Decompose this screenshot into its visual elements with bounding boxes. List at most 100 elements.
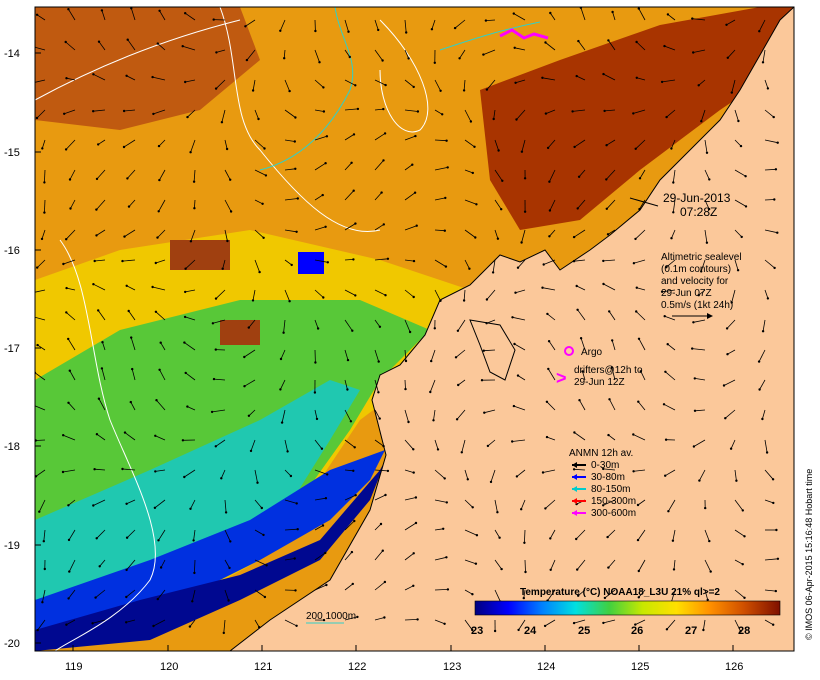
velocity-vector-head	[517, 628, 520, 632]
colorbar-tick-label: 25	[578, 625, 590, 637]
velocity-vector-head	[457, 383, 460, 387]
velocity-vector-head	[724, 417, 727, 420]
velocity-vector-head	[282, 331, 285, 334]
velocity-vector	[314, 162, 326, 171]
velocity-vector-head	[729, 447, 733, 450]
velocity-vector-head	[229, 178, 232, 181]
velocity-vector	[494, 589, 501, 602]
y-tick-label: -15	[4, 147, 20, 159]
velocity-vector	[344, 520, 355, 531]
velocity-vector	[344, 49, 351, 58]
velocity-vector	[671, 139, 676, 149]
velocity-vector	[283, 49, 286, 59]
velocity-vector-head	[489, 480, 493, 484]
velocity-vector	[344, 190, 354, 201]
velocity-vector-head	[68, 178, 72, 181]
velocity-vector-head	[31, 82, 33, 84]
velocity-vector	[545, 42, 556, 51]
velocity-vector-head	[708, 178, 711, 181]
velocity-vector-head	[483, 411, 486, 414]
velocity-vector-head	[665, 628, 669, 631]
velocity-vector	[636, 41, 646, 51]
velocity-vector	[99, 559, 106, 567]
velocity-vector-head	[666, 13, 670, 16]
velocity-vector-head	[126, 38, 129, 41]
velocity-vector	[96, 529, 106, 539]
velocity-vector	[62, 469, 76, 473]
velocity-vector	[483, 49, 496, 55]
velocity-vector-head	[212, 377, 216, 381]
velocity-vector	[603, 259, 616, 262]
land-kimberley[interactable]	[229, 7, 794, 651]
velocity-vector-head	[549, 11, 552, 15]
velocity-vector	[404, 409, 409, 423]
velocity-vector-head	[725, 23, 728, 26]
velocity-vector	[434, 79, 441, 91]
velocity-vector-head	[577, 39, 580, 43]
velocity-vector-head	[541, 286, 544, 289]
velocity-vector-head	[377, 28, 380, 32]
velocity-vector	[580, 338, 586, 351]
velocity-vector	[35, 469, 46, 477]
velocity-vector	[194, 559, 196, 573]
velocity-vector-head	[97, 309, 100, 312]
altimetric-line-4: 29-Jun 07Z	[661, 288, 712, 299]
velocity-vector	[193, 169, 196, 182]
velocity-vector-head	[637, 7, 640, 10]
velocity-vector	[374, 160, 384, 171]
velocity-vector-head	[466, 478, 469, 481]
velocity-vector	[515, 79, 526, 84]
velocity-vector-head	[68, 369, 72, 372]
velocity-vector	[544, 619, 556, 627]
velocity-vector-head	[698, 479, 701, 482]
velocity-vector-head	[100, 9, 104, 12]
velocity-vector-head	[603, 109, 606, 113]
velocity-vector	[374, 349, 380, 362]
velocity-vector-head	[414, 496, 418, 499]
velocity-vector-head	[222, 631, 225, 635]
velocity-vector	[577, 589, 586, 597]
velocity-vector-head	[227, 599, 230, 602]
velocity-vector	[344, 108, 358, 111]
velocity-vector	[152, 286, 166, 291]
velocity-vector	[664, 469, 676, 477]
velocity-vector-head	[123, 235, 126, 238]
velocity-vector-head	[412, 552, 415, 555]
velocity-vector-head	[316, 327, 320, 330]
velocity-vector-head	[379, 522, 383, 526]
velocity-vector	[607, 229, 616, 235]
velocity-vector	[127, 39, 136, 51]
velocity-vector	[344, 223, 356, 231]
velocity-vector	[764, 199, 775, 201]
velocity-vector-head	[665, 115, 668, 119]
velocity-vector-head	[295, 502, 298, 505]
velocity-vector-head	[382, 445, 385, 448]
velocity-vector	[344, 583, 354, 591]
velocity-vector	[314, 469, 328, 475]
velocity-vector	[130, 401, 136, 411]
velocity-vector	[36, 109, 46, 119]
drifter-marker-icon: >	[556, 368, 567, 388]
velocity-vector	[548, 340, 556, 351]
velocity-vector	[67, 338, 76, 351]
velocity-vector-head	[352, 133, 356, 136]
velocity-vector	[429, 379, 436, 393]
velocity-vector	[700, 109, 706, 122]
velocity-vector-head	[611, 10, 614, 14]
velocity-vector-head	[706, 598, 709, 602]
velocity-vector	[694, 409, 706, 412]
velocity-vector-head	[154, 261, 157, 265]
velocity-vector	[126, 499, 136, 505]
velocity-vector-head	[125, 536, 129, 539]
velocity-vector-head	[382, 159, 385, 162]
velocity-vector	[35, 372, 46, 381]
velocity-vector-head	[547, 367, 550, 371]
velocity-vector	[344, 259, 354, 261]
velocity-vector-head	[326, 261, 329, 264]
velocity-vector	[101, 368, 106, 381]
velocity-vector-head	[430, 359, 433, 363]
velocity-vector	[254, 199, 263, 205]
velocity-vector-head	[602, 72, 605, 76]
velocity-vector-head	[473, 145, 476, 148]
velocity-vector	[764, 139, 778, 144]
